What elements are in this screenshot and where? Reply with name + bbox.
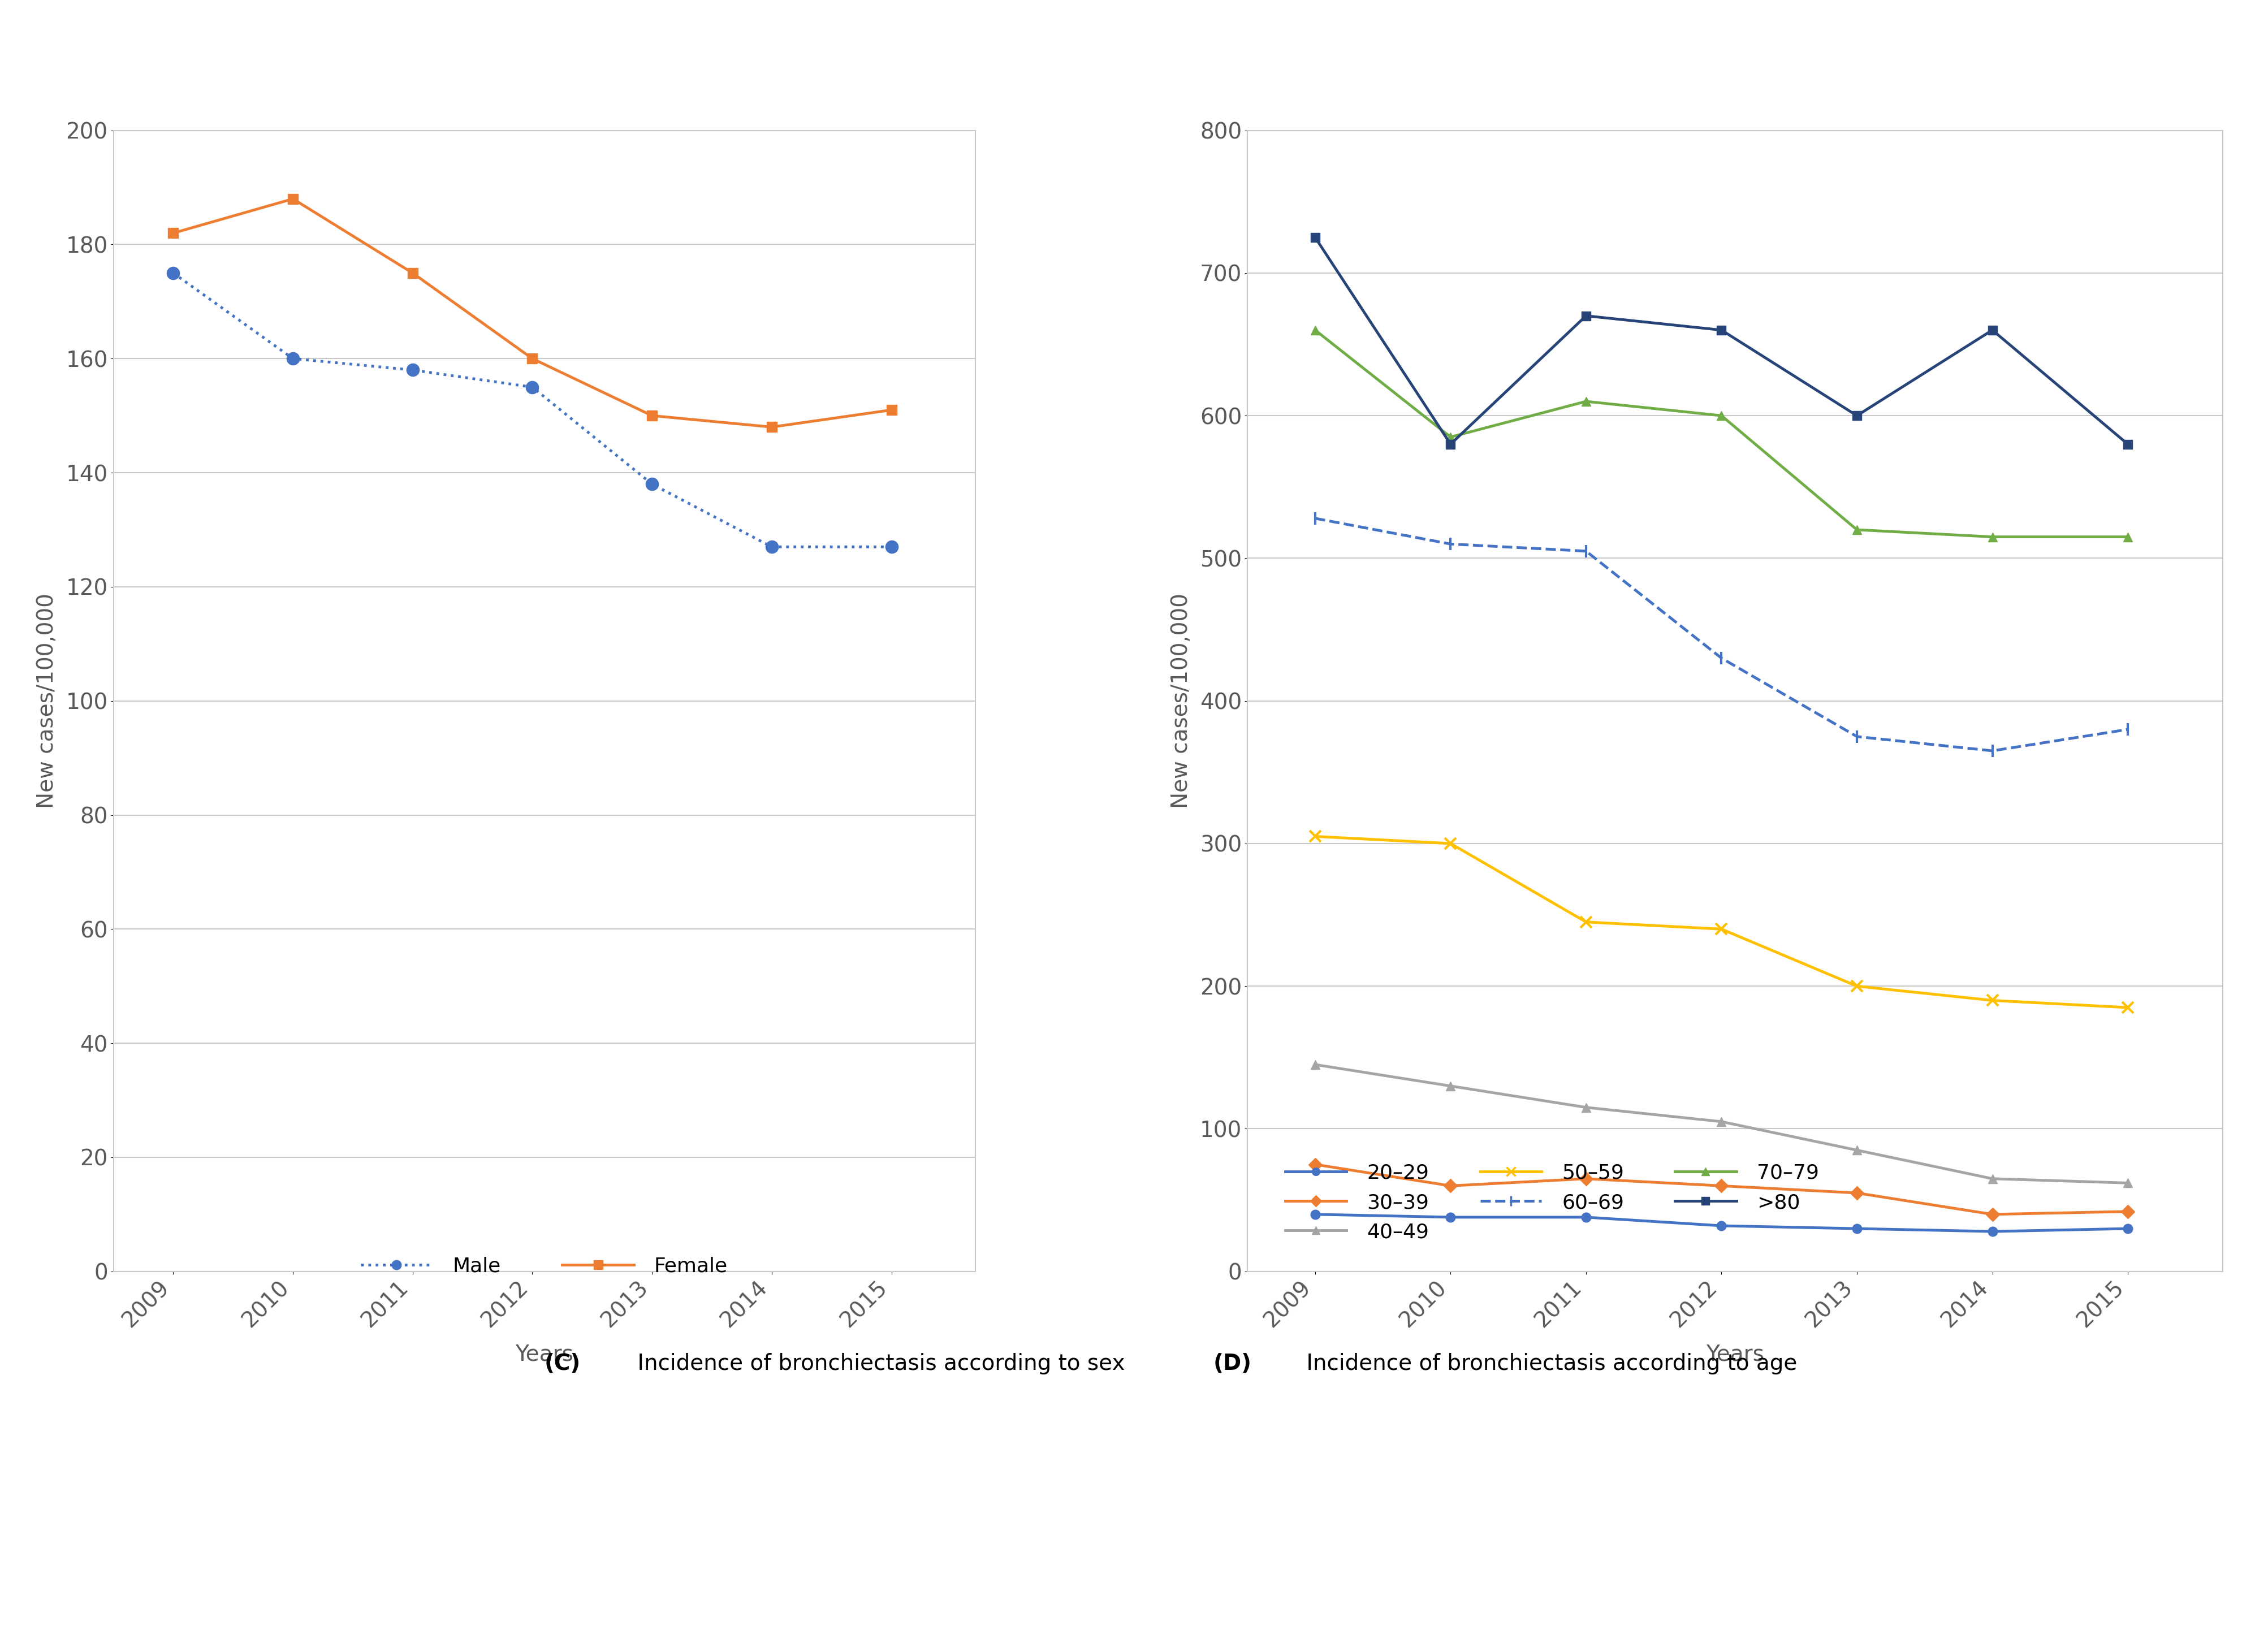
Text: (C): (C) bbox=[544, 1353, 581, 1374]
Y-axis label: New cases/100,000: New cases/100,000 bbox=[1170, 593, 1193, 808]
Legend: 20–29, 30–39, 40–49, 50–59, 60–69, 70–79, >80: 20–29, 30–39, 40–49, 50–59, 60–69, 70–79… bbox=[1277, 1156, 1828, 1250]
Legend: Male, Female: Male, Female bbox=[354, 1249, 735, 1284]
Text: Incidence of bronchiectasis according to sex: Incidence of bronchiectasis according to… bbox=[631, 1353, 1125, 1374]
Text: (D): (D) bbox=[1213, 1353, 1252, 1374]
X-axis label: Years: Years bbox=[515, 1343, 574, 1364]
X-axis label: Years: Years bbox=[1706, 1343, 1765, 1364]
Y-axis label: New cases/100,000: New cases/100,000 bbox=[36, 593, 59, 808]
Text: Incidence of bronchiectasis according to age: Incidence of bronchiectasis according to… bbox=[1300, 1353, 1796, 1374]
